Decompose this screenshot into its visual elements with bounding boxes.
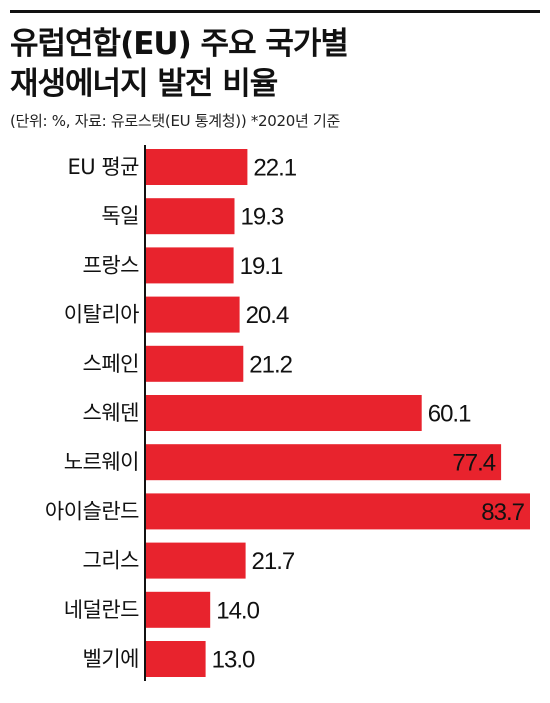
category-label: 노르웨이 bbox=[64, 450, 139, 474]
category-label: 벨기에 bbox=[83, 647, 139, 671]
category-label: 스웨덴 bbox=[83, 401, 139, 425]
category-label: 네덜란드 bbox=[64, 598, 139, 622]
bar-2 bbox=[146, 247, 234, 284]
category-label: 독일 bbox=[101, 204, 139, 228]
category-label: 아이슬란드 bbox=[45, 499, 139, 523]
chart-subtitle: (단위: %, 자료: 유로스탯(EU 통계청)) *2020년 기준 bbox=[10, 112, 340, 130]
top-rule bbox=[10, 10, 540, 13]
value-label: 20.4 bbox=[246, 302, 289, 329]
bar-9 bbox=[146, 591, 211, 628]
bar-8 bbox=[146, 542, 246, 579]
category-label: 이탈리아 bbox=[64, 303, 139, 327]
value-label: 77.4 bbox=[452, 450, 495, 477]
value-label: 22.1 bbox=[253, 155, 296, 182]
bar-5 bbox=[146, 395, 422, 431]
category-label: 스페인 bbox=[83, 352, 139, 376]
bar-10 bbox=[146, 641, 206, 677]
value-label: 13.0 bbox=[212, 647, 255, 674]
value-label: 83.7 bbox=[481, 499, 524, 526]
bar-7 bbox=[146, 493, 530, 530]
chart-title-line1: 유럽연합(EU) 주요 국가별 bbox=[10, 26, 349, 62]
bar-3 bbox=[146, 296, 240, 333]
value-label: 21.2 bbox=[249, 351, 292, 378]
category-label: EU 평균 bbox=[68, 155, 140, 179]
value-label: 19.1 bbox=[240, 253, 283, 280]
bar-6 bbox=[146, 444, 502, 481]
chart-title-line2: 재생에너지 발전 비율 bbox=[10, 66, 278, 102]
value-label: 60.1 bbox=[428, 401, 471, 428]
value-label: 21.7 bbox=[252, 548, 295, 575]
bar-4 bbox=[146, 345, 244, 382]
category-label: 프랑스 bbox=[83, 253, 140, 277]
bar-0 bbox=[146, 149, 248, 185]
value-label: 14.0 bbox=[216, 597, 259, 624]
value-label: 19.3 bbox=[241, 204, 284, 231]
bar-1 bbox=[146, 198, 235, 235]
category-label: 그리스 bbox=[83, 549, 140, 573]
